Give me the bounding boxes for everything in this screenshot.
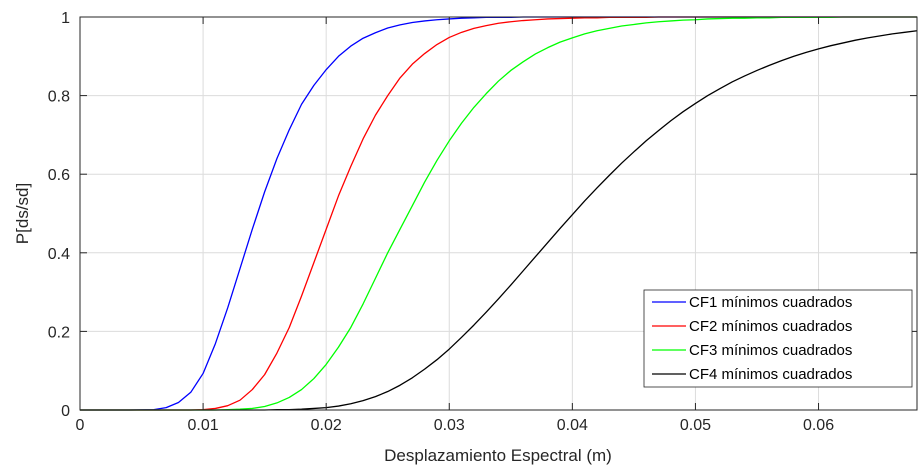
x-tick-label: 0	[76, 417, 85, 434]
plot-frame	[79, 16, 918, 411]
legend-box	[643, 289, 913, 388]
x-tick-label: 0.05	[680, 417, 711, 434]
y-tick-label: 0.8	[48, 89, 70, 106]
y-tick-label: 0.2	[48, 324, 70, 341]
x-axis-label: Desplazamiento Espectral (m)	[384, 446, 612, 465]
x-tick-label: 0.03	[434, 417, 465, 434]
legend: CF1 mínimos cuadrados CF2 mínimos cuadra…	[643, 289, 913, 388]
y-tick-label: 1	[61, 10, 70, 27]
y-tick-label: 0	[61, 403, 70, 420]
legend-label-cf1: CF1 mínimos cuadrados	[689, 294, 852, 311]
y-tick-label: 0.6	[48, 167, 70, 184]
legend-label-cf2: CF2 mínimos cuadrados	[689, 318, 852, 335]
legend-label-cf3: CF3 mínimos cuadrados	[689, 342, 852, 359]
tick-labels: 0 0.01 0.02 0.03 0.04 0.05 0.06 0 0.2 0.4 0.6 0.8 1	[48, 10, 834, 434]
x-tick-label: 0.04	[557, 417, 588, 434]
x-tick-label: 0.06	[803, 417, 834, 434]
x-tick-label: 0.01	[188, 417, 219, 434]
legend-label-cf4: CF4 mínimos cuadrados	[689, 366, 852, 383]
y-tick-label: 0.4	[48, 246, 70, 263]
x-tick-label: 0.02	[311, 417, 342, 434]
y-axis-label: P[ds/sd]	[13, 183, 32, 244]
ticks	[79, 16, 917, 411]
